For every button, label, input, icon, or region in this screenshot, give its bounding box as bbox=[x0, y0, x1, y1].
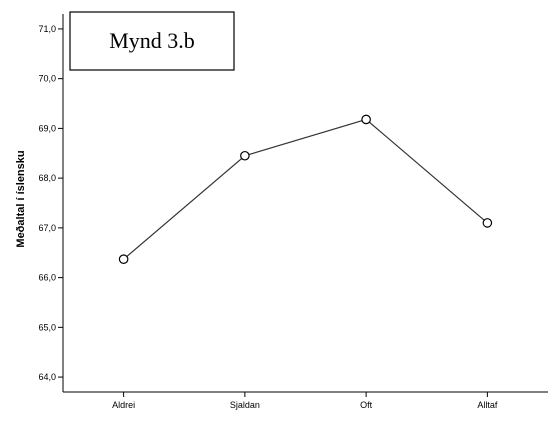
y-tick-label: 70,0 bbox=[38, 74, 56, 84]
y-tick-label: 66,0 bbox=[38, 273, 56, 283]
y-ticks: 64,0 65,0 66,0 67,0 68,0 69,0 70,0 71,0 bbox=[38, 24, 63, 382]
x-category-label: Aldrei bbox=[112, 400, 135, 410]
y-tick-label: 64,0 bbox=[38, 372, 56, 382]
y-tick-label: 65,0 bbox=[38, 322, 56, 332]
y-tick-label: 67,0 bbox=[38, 223, 56, 233]
data-point-marker bbox=[118, 254, 129, 265]
y-tick-label: 69,0 bbox=[38, 123, 56, 133]
x-ticks: Aldrei Sjaldan Oft Alltaf bbox=[112, 392, 498, 410]
title-box bbox=[69, 11, 235, 71]
x-category-label: Sjaldan bbox=[230, 400, 260, 410]
series-line bbox=[123, 118, 488, 260]
data-point-marker bbox=[361, 114, 371, 125]
y-tick-label: 71,0 bbox=[38, 24, 56, 34]
y-axis-label: Meðaltal í íslensku bbox=[15, 150, 27, 247]
x-category-label: Oft bbox=[360, 400, 373, 410]
x-category-label: Alltaf bbox=[477, 400, 498, 410]
y-tick-label: 68,0 bbox=[38, 173, 56, 183]
data-series bbox=[118, 114, 493, 265]
data-point-marker bbox=[482, 218, 493, 228]
chart-title: Mynd 3.b bbox=[109, 28, 195, 53]
data-point-marker bbox=[240, 150, 250, 161]
